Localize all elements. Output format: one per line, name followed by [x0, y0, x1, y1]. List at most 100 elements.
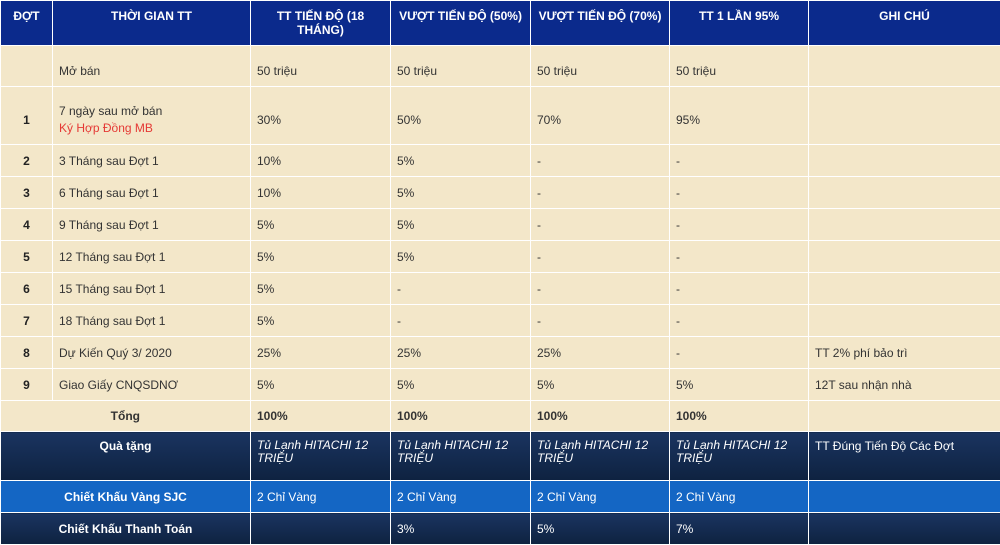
cell-dot: 5: [1, 241, 53, 273]
gift-label: Quà tặng: [1, 432, 251, 481]
payment-ahead-50: 3%: [391, 513, 531, 545]
cell-time: 3 Tháng sau Đợt 1: [53, 145, 251, 177]
table-row: 5 12 Tháng sau Đợt 1 5% 5% - -: [1, 241, 1000, 273]
cell-ahead-50: 5%: [391, 145, 531, 177]
cell-once-95: -: [670, 273, 809, 305]
cell-time-main: 7 ngày sau mở bán: [59, 104, 162, 118]
cell-progress-18m: 10%: [251, 145, 391, 177]
cell-note: [809, 241, 1000, 273]
header-note: GHI CHÚ: [809, 1, 1000, 46]
cell-ahead-70: -: [531, 177, 670, 209]
payment-progress-18m: [251, 513, 391, 545]
cell-ahead-50: 5%: [391, 369, 531, 401]
cell-ahead-70: -: [531, 273, 670, 305]
cell-ahead-70: 5%: [531, 369, 670, 401]
cell-ahead-70: -: [531, 241, 670, 273]
cell-dot: 1: [1, 87, 53, 145]
header-ahead-70: VƯỢT TIẾN ĐỘ (70%): [531, 1, 670, 46]
header-once-95: TT 1 LẦN 95%: [670, 1, 809, 46]
cell-dot: 9: [1, 369, 53, 401]
cell-ahead-70: 50 triệu: [531, 46, 670, 87]
cell-ahead-50: -: [391, 273, 531, 305]
gift-row: Quà tặng Tủ Lạnh HITACHI 12 TRIỆU Tủ Lạn…: [1, 432, 1000, 481]
sjc-ahead-70: 2 Chỉ Vàng: [531, 481, 670, 513]
header-dot: ĐỢT: [1, 1, 53, 46]
cell-note: TT 2% phí bảo trì: [809, 337, 1000, 369]
cell-progress-18m: 5%: [251, 273, 391, 305]
cell-ahead-50: 50%: [391, 87, 531, 145]
table-row: 2 3 Tháng sau Đợt 1 10% 5% - -: [1, 145, 1000, 177]
gift-ahead-50: Tủ Lạnh HITACHI 12 TRIỆU: [391, 432, 531, 481]
table-row: 4 9 Tháng sau Đợt 1 5% 5% - -: [1, 209, 1000, 241]
total-ahead-70: 100%: [531, 401, 670, 432]
cell-time: Dự Kiến Quý 3/ 2020: [53, 337, 251, 369]
gift-progress-18m: Tủ Lạnh HITACHI 12 TRIỆU: [251, 432, 391, 481]
table-row: 8 Dự Kiến Quý 3/ 2020 25% 25% 25% - TT 2…: [1, 337, 1000, 369]
cell-progress-18m: 5%: [251, 305, 391, 337]
total-row: Tổng 100% 100% 100% 100%: [1, 401, 1000, 432]
cell-time: Giao Giấy CNQSDNƠ: [53, 369, 251, 401]
cell-time: 15 Tháng sau Đợt 1: [53, 273, 251, 305]
cell-ahead-50: 5%: [391, 177, 531, 209]
cell-dot: [1, 46, 53, 87]
cell-ahead-70: -: [531, 209, 670, 241]
header-time: THỜI GIAN TT: [53, 1, 251, 46]
cell-progress-18m: 25%: [251, 337, 391, 369]
cell-note: [809, 145, 1000, 177]
table-row: 3 6 Tháng sau Đợt 1 10% 5% - -: [1, 177, 1000, 209]
cell-progress-18m: 5%: [251, 241, 391, 273]
cell-note: [809, 209, 1000, 241]
cell-once-95: 50 triệu: [670, 46, 809, 87]
cell-time: 7 ngày sau mở bán Ký Hợp Đồng MB: [53, 87, 251, 145]
cell-once-95: 95%: [670, 87, 809, 145]
payment-ahead-70: 5%: [531, 513, 670, 545]
cell-note: [809, 305, 1000, 337]
cell-ahead-70: 25%: [531, 337, 670, 369]
cell-time: 18 Tháng sau Đợt 1: [53, 305, 251, 337]
payment-discount-row: Chiết Khấu Thanh Toán 3% 5% 7%: [1, 513, 1000, 545]
cell-time: 12 Tháng sau Đợt 1: [53, 241, 251, 273]
cell-note: [809, 177, 1000, 209]
cell-time: 9 Tháng sau Đợt 1: [53, 209, 251, 241]
cell-ahead-50: 25%: [391, 337, 531, 369]
cell-time: 6 Tháng sau Đợt 1: [53, 177, 251, 209]
cell-dot: 6: [1, 273, 53, 305]
sjc-ahead-50: 2 Chỉ Vàng: [391, 481, 531, 513]
cell-once-95: -: [670, 337, 809, 369]
cell-time: Mở bán: [53, 46, 251, 87]
cell-once-95: 5%: [670, 369, 809, 401]
cell-progress-18m: 5%: [251, 209, 391, 241]
sjc-label: Chiết Khấu Vàng SJC: [1, 481, 251, 513]
gift-once-95: Tủ Lạnh HITACHI 12 TRIỆU: [670, 432, 809, 481]
table-row: 9 Giao Giấy CNQSDNƠ 5% 5% 5% 5% 12T sau …: [1, 369, 1000, 401]
cell-progress-18m: 30%: [251, 87, 391, 145]
cell-ahead-50: 5%: [391, 209, 531, 241]
cell-dot: 8: [1, 337, 53, 369]
cell-ahead-50: 5%: [391, 241, 531, 273]
cell-once-95: -: [670, 145, 809, 177]
cell-once-95: -: [670, 241, 809, 273]
cell-progress-18m: 10%: [251, 177, 391, 209]
header-row: ĐỢT THỜI GIAN TT TT TIẾN ĐỘ (18 THÁNG) V…: [1, 1, 1000, 46]
total-progress-18m: 100%: [251, 401, 391, 432]
gift-ahead-70: Tủ Lạnh HITACHI 12 TRIỆU: [531, 432, 670, 481]
payment-once-95: 7%: [670, 513, 809, 545]
total-note: [809, 401, 1000, 432]
table-row: 6 15 Tháng sau Đợt 1 5% - - -: [1, 273, 1000, 305]
cell-once-95: -: [670, 209, 809, 241]
cell-note: 12T sau nhận nhà: [809, 369, 1000, 401]
cell-dot: 2: [1, 145, 53, 177]
sjc-note: [809, 481, 1000, 513]
cell-progress-18m: 5%: [251, 369, 391, 401]
table-row: Mở bán 50 triệu 50 triệu 50 triệu 50 tri…: [1, 46, 1000, 87]
total-once-95: 100%: [670, 401, 809, 432]
cell-ahead-70: -: [531, 305, 670, 337]
total-label: Tổng: [1, 401, 251, 432]
cell-note: [809, 273, 1000, 305]
cell-time-sub: Ký Hợp Đồng MB: [59, 121, 244, 135]
cell-note: [809, 46, 1000, 87]
cell-dot: 7: [1, 305, 53, 337]
total-ahead-50: 100%: [391, 401, 531, 432]
sjc-progress-18m: 2 Chỉ Vàng: [251, 481, 391, 513]
cell-progress-18m: 50 triệu: [251, 46, 391, 87]
